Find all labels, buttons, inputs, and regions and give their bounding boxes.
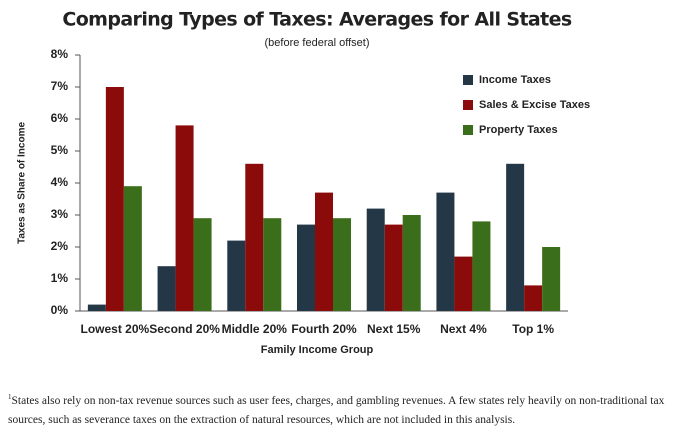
legend-label: Sales & Excise Taxes bbox=[479, 99, 590, 111]
y-tick-label: 6% bbox=[51, 111, 69, 125]
chart-subtitle: (before federal offset) bbox=[265, 37, 370, 49]
bar bbox=[245, 163, 264, 311]
bar bbox=[87, 304, 106, 311]
y-tick-label: 0% bbox=[51, 303, 69, 317]
bar bbox=[506, 163, 525, 311]
x-tick-label: Lowest 20% bbox=[81, 322, 150, 336]
bar bbox=[175, 125, 194, 312]
legend-swatch bbox=[463, 75, 473, 85]
bar bbox=[227, 240, 246, 311]
chart-title: Comparing Types of Taxes: Averages for A… bbox=[62, 9, 572, 31]
x-tick-label: Next 4% bbox=[440, 322, 487, 336]
bar bbox=[157, 266, 176, 311]
y-tick-label: 4% bbox=[51, 175, 69, 189]
x-tick-label: Fourth 20% bbox=[291, 322, 357, 336]
bar bbox=[472, 221, 491, 311]
chart: Comparing Types of Taxes: Averages for A… bbox=[17, 9, 590, 356]
legend-swatch bbox=[463, 100, 473, 110]
x-axis-label: Family Income Group bbox=[261, 344, 374, 356]
bar bbox=[333, 218, 351, 311]
bar bbox=[384, 224, 403, 311]
legend-swatch bbox=[463, 125, 473, 135]
bar bbox=[315, 192, 333, 311]
bar bbox=[105, 87, 124, 311]
bar bbox=[402, 215, 421, 311]
bar bbox=[193, 218, 212, 311]
bar bbox=[366, 208, 385, 311]
y-tick-label: 2% bbox=[51, 239, 69, 253]
footnote-text: States also rely on non-tax revenue sour… bbox=[8, 394, 665, 426]
bar bbox=[542, 247, 561, 311]
footnote-marker: 1 bbox=[8, 393, 12, 401]
x-tick-label: Middle 20% bbox=[222, 322, 288, 336]
bar bbox=[123, 186, 142, 311]
y-tick-label: 7% bbox=[51, 79, 69, 93]
y-tick-label: 5% bbox=[51, 143, 69, 157]
bar bbox=[297, 224, 315, 311]
bar bbox=[454, 256, 473, 311]
y-tick-label: 1% bbox=[51, 271, 69, 285]
y-tick-label: 8% bbox=[51, 47, 69, 61]
legend-label: Property Taxes bbox=[479, 124, 558, 136]
bar bbox=[436, 192, 455, 311]
bar bbox=[524, 285, 543, 311]
footnote: 1States also rely on non-tax revenue sou… bbox=[8, 388, 670, 430]
legend-label: Income Taxes bbox=[479, 74, 551, 86]
x-tick-label: Second 20% bbox=[149, 322, 220, 336]
x-tick-label: Top 1% bbox=[512, 322, 554, 336]
y-axis-label: Taxes as Share of Income bbox=[17, 122, 28, 245]
y-tick-label: 3% bbox=[51, 207, 69, 221]
x-tick-label: Next 15% bbox=[367, 322, 421, 336]
bar bbox=[263, 218, 282, 311]
